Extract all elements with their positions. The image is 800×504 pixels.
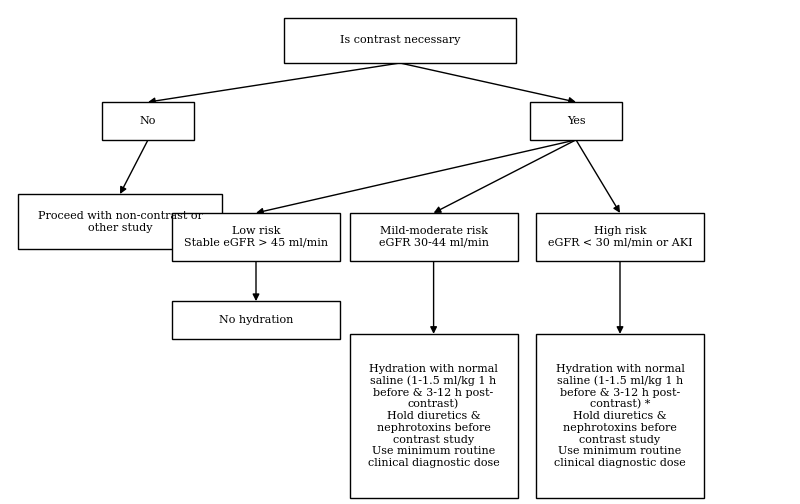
- FancyBboxPatch shape: [530, 102, 622, 140]
- Text: No: No: [140, 116, 156, 126]
- Text: Low risk
Stable eGFR > 45 ml/min: Low risk Stable eGFR > 45 ml/min: [184, 226, 328, 247]
- Text: Hydration with normal
saline (1-1.5 ml/kg 1 h
before & 3-12 h post-
contrast)
Ho: Hydration with normal saline (1-1.5 ml/k…: [368, 364, 499, 468]
- Text: Proceed with non-contrast or
other study: Proceed with non-contrast or other study: [38, 211, 202, 232]
- FancyBboxPatch shape: [536, 213, 704, 261]
- FancyBboxPatch shape: [172, 213, 340, 261]
- FancyBboxPatch shape: [350, 213, 518, 261]
- Text: Yes: Yes: [566, 116, 586, 126]
- Text: High risk
eGFR < 30 ml/min or AKI: High risk eGFR < 30 ml/min or AKI: [548, 226, 692, 247]
- FancyBboxPatch shape: [350, 334, 518, 498]
- Text: Mild-moderate risk
eGFR 30-44 ml/min: Mild-moderate risk eGFR 30-44 ml/min: [378, 226, 489, 247]
- Text: No hydration: No hydration: [219, 315, 293, 325]
- FancyBboxPatch shape: [18, 194, 222, 249]
- Text: Is contrast necessary: Is contrast necessary: [340, 35, 460, 45]
- FancyBboxPatch shape: [536, 334, 704, 498]
- FancyBboxPatch shape: [102, 102, 194, 140]
- Text: Hydration with normal
saline (1-1.5 ml/kg 1 h
before & 3-12 h post-
contrast) *
: Hydration with normal saline (1-1.5 ml/k…: [554, 364, 686, 468]
- FancyBboxPatch shape: [172, 301, 340, 339]
- FancyBboxPatch shape: [284, 18, 516, 63]
